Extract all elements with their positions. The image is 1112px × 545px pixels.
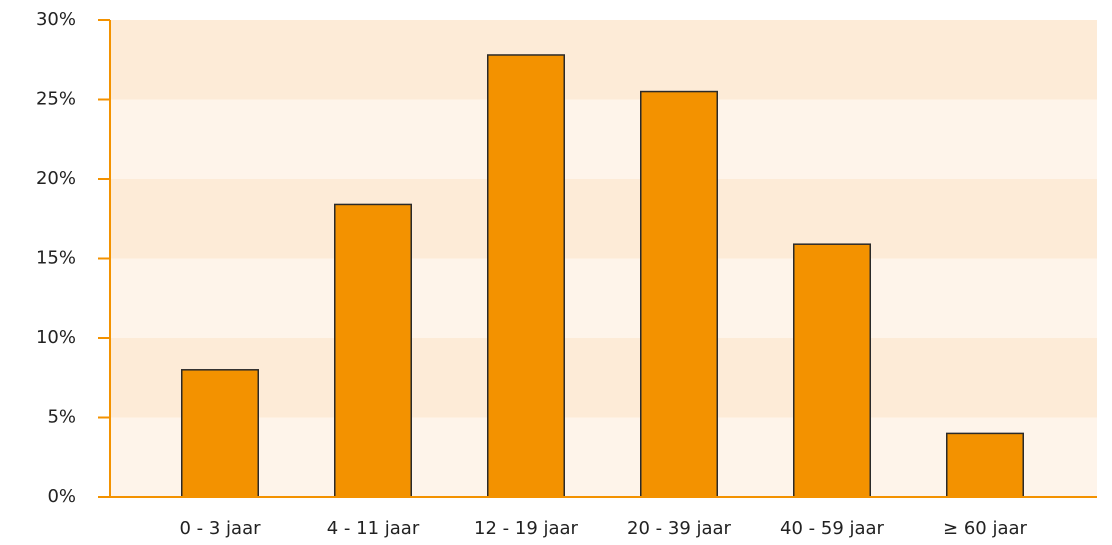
grid-band: [110, 417, 1097, 497]
grid-band: [110, 258, 1097, 338]
bar: [946, 432, 1024, 498]
y-tick-label: 15%: [36, 248, 76, 269]
y-tick-label: 10%: [36, 327, 76, 348]
grid-band: [110, 338, 1097, 418]
grid-band: [110, 20, 1097, 100]
bar: [181, 369, 259, 498]
y-tick-label: 5%: [47, 407, 76, 428]
x-tick-label: 12 - 19 jaar: [474, 518, 579, 539]
x-tick-label: 0 - 3 jaar: [179, 518, 261, 539]
y-tick-label: 20%: [36, 168, 76, 189]
grid-band: [110, 179, 1097, 259]
x-tick-label: 20 - 39 jaar: [627, 518, 732, 539]
bar: [640, 90, 718, 498]
x-tick-label: ≥ 60 jaar: [943, 518, 1027, 539]
bar: [487, 54, 565, 498]
y-tick-label: 0%: [47, 486, 76, 507]
x-tick-label: 40 - 59 jaar: [780, 518, 885, 539]
y-tick-label: 25%: [36, 89, 76, 110]
grid-band: [110, 99, 1097, 179]
bar: [793, 243, 871, 498]
x-tick-label: 4 - 11 jaar: [327, 518, 420, 539]
y-tick-label: 30%: [36, 9, 76, 30]
bar: [334, 203, 412, 498]
